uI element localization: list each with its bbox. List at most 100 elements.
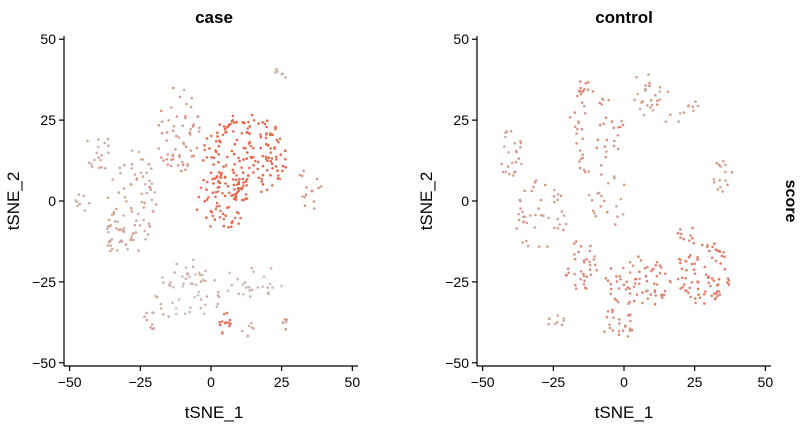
case-cell-point bbox=[160, 120, 164, 124]
control-cell-point bbox=[687, 291, 690, 295]
control-cell-point bbox=[679, 228, 682, 231]
control-cell-point bbox=[708, 249, 711, 253]
control-cell-point bbox=[512, 174, 515, 177]
control-cell-point bbox=[680, 267, 684, 271]
case-cell-point bbox=[225, 126, 228, 129]
control-cell-point bbox=[517, 218, 521, 222]
control-cell-point bbox=[600, 103, 604, 106]
control-cell-point bbox=[638, 277, 641, 281]
case-cell-point bbox=[242, 184, 245, 187]
case-cell-point bbox=[74, 199, 77, 202]
case-cell-point bbox=[188, 310, 191, 314]
control-cell-point bbox=[613, 139, 616, 143]
control-cell-point bbox=[548, 317, 551, 321]
case-cell-point bbox=[224, 131, 227, 134]
case-cell-point bbox=[161, 276, 164, 279]
case-cell-point bbox=[133, 173, 137, 176]
case-cell-point bbox=[236, 187, 240, 190]
control-cell-point bbox=[581, 153, 584, 156]
case-cell-point bbox=[181, 163, 185, 167]
case-cell-point bbox=[215, 201, 219, 205]
control-y-tick-label: 0 bbox=[461, 193, 469, 209]
case-cell-point bbox=[203, 200, 207, 203]
case-cell-point bbox=[218, 216, 222, 219]
control-x-tick-label: −25 bbox=[541, 374, 565, 390]
control-x-tick-label: 50 bbox=[758, 374, 774, 390]
control-cell-point bbox=[556, 227, 560, 230]
control-cell-point bbox=[501, 170, 505, 174]
control-cell-point bbox=[687, 255, 691, 259]
case-cell-point bbox=[267, 291, 270, 295]
case-cell-point bbox=[197, 130, 201, 133]
case-cell-point bbox=[110, 213, 114, 217]
case-cell-point bbox=[199, 298, 203, 301]
control-cell-point bbox=[714, 259, 718, 263]
case-cell-point bbox=[274, 127, 277, 131]
control-cell-point bbox=[717, 290, 721, 293]
case-cell-point bbox=[261, 183, 265, 186]
case-cell-point bbox=[129, 206, 133, 210]
case-cell-point bbox=[115, 249, 119, 252]
case-cell-point bbox=[230, 149, 234, 153]
control-cell-point bbox=[615, 280, 619, 283]
control-cell-point bbox=[617, 333, 621, 337]
control-cell-point bbox=[504, 170, 508, 174]
case-cell-point bbox=[140, 200, 144, 204]
case-cell-point bbox=[197, 271, 201, 275]
control-cell-point bbox=[628, 287, 631, 291]
case-cell-point bbox=[165, 158, 168, 161]
control-cell-point bbox=[658, 271, 662, 275]
control-cell-point bbox=[664, 120, 668, 123]
case-cell-point bbox=[87, 161, 91, 164]
control-cell-point bbox=[506, 165, 510, 168]
case-cell-point bbox=[159, 302, 163, 306]
case-cell-point bbox=[244, 180, 248, 183]
control-cell-point bbox=[521, 210, 524, 214]
case-cell-point bbox=[219, 209, 222, 213]
control-cell-point bbox=[526, 244, 530, 248]
control-cell-point bbox=[522, 220, 526, 224]
case-cell-point bbox=[109, 249, 112, 253]
case-cell-point bbox=[109, 244, 113, 248]
case-cell-point bbox=[143, 183, 147, 186]
case-cell-point bbox=[222, 217, 226, 221]
case-cell-point bbox=[144, 238, 147, 241]
control-cell-point bbox=[698, 296, 702, 300]
case-cell-point bbox=[223, 194, 227, 198]
control-cell-point bbox=[515, 227, 518, 230]
control-cell-point bbox=[633, 98, 636, 102]
control-cell-point bbox=[609, 267, 613, 270]
case-cell-point bbox=[222, 224, 226, 228]
case-cell-point bbox=[194, 283, 198, 287]
control-cell-point bbox=[615, 275, 618, 278]
control-cell-point bbox=[638, 270, 641, 274]
case-cell-point bbox=[143, 201, 146, 205]
control-cell-point bbox=[712, 279, 716, 283]
case-cell-point bbox=[157, 123, 161, 127]
case-cell-point bbox=[130, 163, 134, 166]
case-cell-point bbox=[154, 203, 158, 206]
case-cell-point bbox=[226, 185, 230, 188]
case-cell-point bbox=[237, 156, 240, 160]
case-cell-point bbox=[154, 294, 157, 298]
control-x-tick-label: 0 bbox=[620, 374, 628, 390]
control-cell-point bbox=[696, 287, 700, 291]
control-cell-point bbox=[519, 207, 522, 210]
control-cell-point bbox=[693, 272, 697, 276]
control-cell-point bbox=[723, 255, 726, 258]
case-cell-point bbox=[167, 315, 170, 318]
case-cell-point bbox=[247, 285, 251, 289]
case-cell-point bbox=[269, 132, 272, 136]
control-cell-point bbox=[511, 161, 514, 165]
control-cell-point bbox=[633, 282, 637, 285]
case-cell-point bbox=[192, 258, 195, 262]
control-cell-point bbox=[625, 280, 629, 284]
control-cell-point bbox=[599, 164, 603, 167]
control-cell-point bbox=[726, 183, 729, 186]
control-cell-point bbox=[681, 286, 684, 289]
control-cell-point bbox=[678, 112, 682, 115]
control-cell-point bbox=[691, 105, 695, 109]
control-cell-point bbox=[706, 276, 710, 280]
control-cell-point bbox=[651, 109, 655, 112]
case-cell-point bbox=[214, 195, 217, 199]
